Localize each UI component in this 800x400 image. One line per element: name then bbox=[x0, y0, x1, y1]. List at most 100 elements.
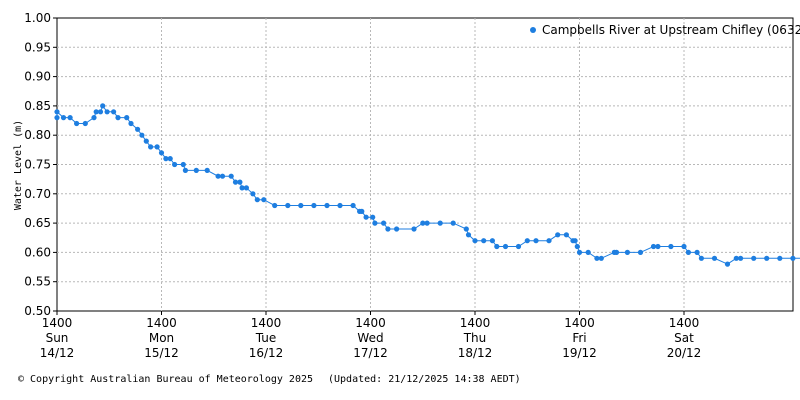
data-point bbox=[298, 202, 304, 209]
data-point bbox=[363, 214, 369, 220]
data-point bbox=[420, 220, 426, 226]
y-tick-label: 0.95 bbox=[24, 40, 51, 54]
x-tick-time: 1400 bbox=[42, 316, 73, 330]
data-point bbox=[232, 179, 239, 185]
y-tick-label: 0.65 bbox=[24, 216, 51, 230]
data-point bbox=[243, 185, 249, 191]
data-point bbox=[637, 249, 644, 255]
data-point bbox=[60, 115, 67, 121]
data-point bbox=[546, 238, 552, 244]
x-tick-time: 1400 bbox=[669, 316, 700, 330]
data-point bbox=[394, 226, 400, 232]
y-tick-label: 1.00 bbox=[24, 11, 51, 25]
y-tick-label: 0.90 bbox=[24, 70, 51, 84]
x-tick-time: 1400 bbox=[355, 316, 386, 330]
data-point bbox=[239, 185, 245, 191]
data-point bbox=[261, 197, 267, 203]
data-point bbox=[324, 202, 330, 209]
data-point bbox=[585, 249, 591, 255]
x-tick-time: 1400 bbox=[564, 316, 595, 330]
data-point bbox=[82, 120, 88, 127]
data-point bbox=[250, 191, 256, 197]
data-point bbox=[350, 202, 356, 209]
data-point bbox=[685, 249, 692, 255]
data-point bbox=[91, 115, 97, 121]
data-point bbox=[650, 243, 657, 250]
data-point bbox=[135, 126, 141, 132]
data-point bbox=[143, 138, 149, 144]
data-point bbox=[254, 197, 260, 203]
data-point bbox=[74, 120, 80, 127]
data-point bbox=[54, 109, 60, 115]
data-point bbox=[219, 173, 226, 179]
x-tick-date: 17/12 bbox=[353, 346, 388, 360]
data-point bbox=[359, 208, 365, 214]
data-point bbox=[54, 115, 60, 121]
y-tick-label: 0.55 bbox=[24, 275, 51, 289]
data-point bbox=[272, 202, 278, 209]
data-point bbox=[97, 109, 104, 115]
data-point bbox=[764, 255, 770, 261]
data-point bbox=[385, 226, 391, 232]
updated-text: (Updated: 21/12/2025 14:38 AEDT) bbox=[328, 374, 521, 385]
data-point bbox=[494, 243, 500, 250]
x-tick-date: 20/12 bbox=[667, 346, 702, 360]
y-axis-ticks: 0.50 0.55 0.60 0.65 0.70 0.75 0.80 0.85 0.90 0.95… bbox=[24, 11, 57, 318]
data-point bbox=[193, 167, 199, 173]
legend: Campbells River at Upstream Chifley (063… bbox=[530, 23, 800, 37]
data-point bbox=[154, 144, 160, 150]
data-point bbox=[738, 255, 744, 261]
data-point bbox=[437, 220, 443, 226]
y-axis-label: Water Level (m) bbox=[13, 120, 24, 210]
data-point bbox=[124, 115, 130, 121]
data-point bbox=[613, 249, 620, 255]
x-tick-date: 19/12 bbox=[562, 346, 597, 360]
data-point bbox=[424, 220, 430, 226]
x-tick-day: Fri bbox=[572, 331, 586, 345]
data-point bbox=[139, 132, 145, 138]
x-tick-day: Tue bbox=[255, 331, 277, 345]
data-point bbox=[515, 243, 522, 250]
data-point bbox=[655, 243, 661, 250]
x-axis-ticks: 1400Sun14/121400Mon15/121400Tue16/121400… bbox=[40, 311, 702, 360]
y-tick-label: 0.50 bbox=[24, 304, 51, 318]
x-tick-date: 16/12 bbox=[249, 346, 284, 360]
legend-marker bbox=[530, 27, 536, 33]
data-point bbox=[502, 243, 509, 250]
data-point bbox=[724, 261, 731, 267]
y-tick-label: 0.75 bbox=[24, 158, 51, 172]
data-point bbox=[100, 103, 106, 109]
data-point bbox=[481, 238, 487, 244]
x-tick-day: Wed bbox=[357, 331, 383, 345]
data-point bbox=[594, 255, 600, 261]
data-point bbox=[182, 167, 188, 173]
data-point bbox=[563, 232, 570, 238]
data-point bbox=[465, 232, 472, 238]
x-tick-time: 1400 bbox=[146, 316, 177, 330]
data-point bbox=[489, 238, 495, 244]
data-point bbox=[533, 238, 539, 244]
data-point bbox=[698, 255, 705, 261]
copyright-text: © Copyright Australian Bureau of Meteoro… bbox=[18, 374, 314, 385]
x-tick-day: Mon bbox=[149, 331, 174, 345]
data-point bbox=[311, 202, 317, 209]
data-point bbox=[472, 238, 478, 244]
grid bbox=[56, 17, 794, 312]
data-point bbox=[180, 161, 186, 168]
data-point bbox=[111, 109, 117, 115]
data-point bbox=[215, 173, 221, 179]
x-tick-time: 1400 bbox=[251, 316, 282, 330]
data-point bbox=[681, 243, 687, 250]
y-tick-label: 0.85 bbox=[24, 99, 51, 113]
data-point bbox=[450, 220, 456, 226]
data-point bbox=[158, 150, 165, 156]
y-tick-label: 0.60 bbox=[24, 245, 51, 259]
data-point bbox=[751, 255, 757, 261]
x-tick-date: 14/12 bbox=[40, 346, 75, 360]
x-tick-time: 1400 bbox=[460, 316, 491, 330]
y-tick-label: 0.70 bbox=[24, 187, 51, 201]
data-point bbox=[237, 179, 243, 185]
data-point bbox=[285, 202, 291, 209]
data-point bbox=[574, 243, 580, 250]
data-point bbox=[172, 161, 178, 168]
